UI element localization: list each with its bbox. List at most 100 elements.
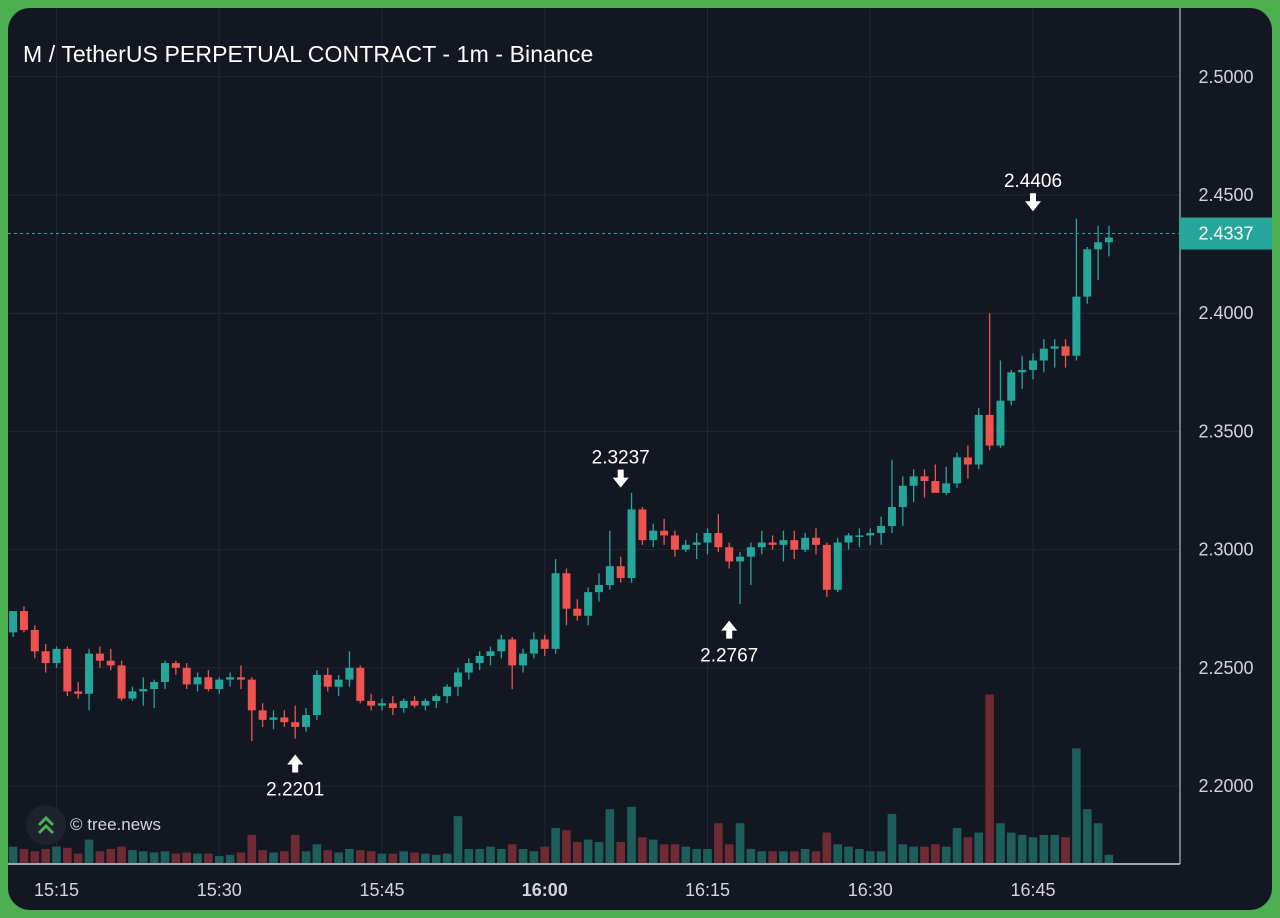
volume-bar: [768, 851, 777, 863]
candle-body: [399, 700, 408, 708]
volume-bar: [659, 844, 669, 863]
candle-body: [953, 457, 962, 484]
candle-body: [74, 691, 83, 694]
volume-bar: [605, 809, 615, 863]
volume-bar: [117, 846, 126, 863]
candle-body: [1039, 348, 1048, 361]
candle-body: [866, 533, 875, 536]
candle-body: [443, 686, 452, 697]
watermark: © tree.news: [26, 805, 161, 845]
volume-bar: [149, 852, 159, 863]
candle-body: [475, 655, 484, 664]
volume-bar: [1007, 832, 1016, 863]
volume-bar: [1050, 834, 1059, 863]
volume-bar: [356, 850, 365, 863]
candlestick-chart[interactable]: 2.2201 2.3237 2.2767 2.4406 2.2000 2.2500 2.3…: [8, 8, 1272, 910]
volume-bar: [334, 852, 343, 863]
candle-body: [562, 573, 571, 609]
candle-body: [649, 530, 658, 541]
time-tick-label: 15:15: [34, 880, 79, 900]
candle-body: [1007, 372, 1016, 401]
candle-body: [725, 547, 734, 562]
candle-body: [464, 663, 473, 673]
volume-bar: [410, 852, 419, 863]
candle-body: [801, 537, 810, 550]
last-price-badge: 2.4337: [1179, 217, 1272, 250]
candle-body: [378, 703, 386, 706]
candle-body: [453, 672, 462, 687]
candle-body: [19, 611, 28, 630]
volume-bar: [573, 841, 582, 863]
volume-bar: [800, 848, 810, 863]
volume-bar: [616, 841, 625, 863]
volume-bar: [431, 854, 441, 863]
volume-bar: [1039, 834, 1049, 863]
candle-body: [1094, 242, 1103, 250]
volume-bar: [681, 846, 691, 863]
candle-body: [280, 717, 289, 723]
volume-bar: [594, 841, 604, 863]
candle-body: [768, 542, 777, 545]
volume-bar: [507, 844, 517, 863]
candle-body: [681, 544, 690, 550]
arrow-up-icon: [287, 754, 304, 773]
candle-body: [1029, 360, 1037, 370]
volume-bar: [345, 848, 354, 863]
arrow-down-icon: [612, 469, 629, 488]
volume-bar: [735, 823, 745, 863]
candle-body: [193, 677, 202, 685]
candles: [9, 218, 1113, 742]
volume-bar: [301, 851, 311, 863]
candle-body: [312, 674, 321, 716]
volume-bar: [627, 806, 636, 863]
candle-body: [920, 476, 929, 482]
candle-body: [638, 509, 647, 541]
volume-bar: [941, 846, 951, 863]
candle-body: [519, 653, 528, 666]
candle-body: [746, 547, 755, 557]
volume-bar: [8, 846, 18, 863]
volume-bar: [714, 823, 723, 863]
candle-body: [1104, 237, 1113, 243]
volume-bar: [73, 853, 83, 863]
candle-body: [540, 639, 549, 649]
double-chevron-up-icon: [26, 805, 66, 845]
candle-body: [703, 533, 712, 543]
time-tick-label: 16:45: [1010, 880, 1055, 900]
volume-bar: [464, 848, 474, 863]
volume-bar: [258, 850, 267, 863]
volume-bar: [1104, 854, 1114, 863]
price-tick-label: 2.2000: [1198, 776, 1253, 796]
grid: [8, 8, 1180, 864]
price-annotation: 2.4406: [1004, 171, 1062, 212]
volume-bar: [518, 848, 528, 863]
time-tick-label: 16:15: [685, 880, 730, 900]
candle-body: [258, 710, 267, 720]
volume-bar: [193, 853, 202, 863]
volume-bar: [171, 853, 181, 863]
volume-bar: [529, 851, 539, 863]
price-tick-label: 2.4000: [1198, 303, 1253, 323]
candle-body: [844, 535, 853, 543]
volume-bar: [497, 848, 506, 863]
candle-body: [345, 667, 354, 680]
price-axis[interactable]: 2.2000 2.2500 2.3000 2.3500 2.4000 2.4500 2.50…: [1198, 67, 1253, 796]
candle-body: [616, 566, 625, 578]
watermark-text: © tree.news: [70, 815, 161, 834]
candle-body: [963, 457, 972, 465]
volume-bar: [996, 823, 1005, 863]
candle-body: [388, 703, 397, 708]
volume-bar: [670, 844, 680, 863]
volume-bar: [323, 850, 333, 863]
candle-body: [670, 535, 679, 550]
volume-bar: [247, 834, 257, 863]
time-axis[interactable]: 15:15 15:30 15:45 16:00 16:15 16:30 16:45: [34, 880, 1056, 900]
arrow-up-icon: [721, 620, 738, 639]
candle-body: [41, 651, 50, 664]
candle-body: [161, 663, 169, 682]
candle-body: [139, 689, 148, 692]
annotation-label: 2.4406: [1004, 171, 1062, 192]
volume-bar: [52, 846, 61, 863]
volume-bar: [139, 851, 148, 863]
candle-body: [1050, 346, 1059, 349]
